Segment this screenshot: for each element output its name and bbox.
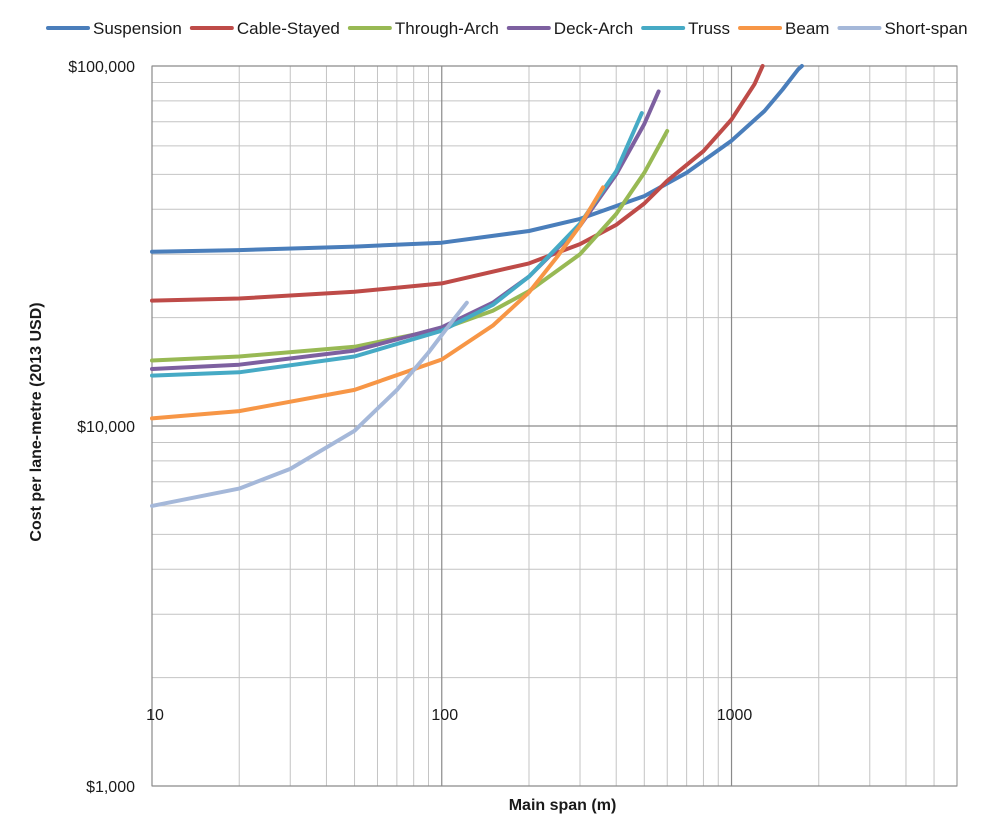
legend-item-beam: Beam: [738, 19, 829, 38]
y-axis-title: Cost per lane-metre (2013 USD): [28, 302, 45, 541]
y-tick-label: $1,000: [86, 779, 135, 796]
legend: Suspension Cable-Stayed Through-Arch Deck-A…: [46, 19, 968, 38]
y-tick-label: $10,000: [77, 419, 135, 436]
series-line-beam: [150, 185, 605, 421]
legend-label: Through-Arch: [395, 19, 499, 38]
y-axis-tick-labels: $1,000 $10,000 $100,000: [68, 59, 135, 796]
legend-label: Suspension: [93, 19, 182, 38]
series-line-through-arch: [150, 129, 670, 363]
legend-label: Beam: [785, 19, 829, 38]
series-lines: [150, 64, 804, 508]
legend-item-through-arch: Through-Arch: [347, 19, 499, 38]
x-tick-label: 100: [431, 707, 458, 724]
legend-item-deck-arch: Deck-Arch: [506, 19, 633, 38]
series-line-suspension: [150, 64, 804, 254]
series-line-cable-stayed: [150, 64, 765, 303]
series-line-short-span: [150, 300, 469, 508]
legend-item-truss: Truss: [641, 19, 730, 38]
legend-label: Short-span: [884, 19, 967, 38]
plot-area-border: [151, 65, 958, 787]
legend-label: Truss: [688, 19, 730, 38]
x-tick-label: 10: [146, 707, 164, 724]
legend-item-short-span: Short-span: [837, 19, 968, 38]
x-tick-label: 1000: [717, 707, 753, 724]
y-tick-label: $100,000: [68, 59, 135, 76]
legend-label: Deck-Arch: [554, 19, 633, 38]
x-axis-title: Main span (m): [509, 797, 617, 814]
legend-item-suspension: Suspension: [46, 19, 182, 38]
x-axis-tick-labels: 10 100 1000: [146, 707, 752, 724]
legend-label: Cable-Stayed: [237, 19, 340, 38]
legend-item-cable-stayed: Cable-Stayed: [189, 19, 340, 38]
